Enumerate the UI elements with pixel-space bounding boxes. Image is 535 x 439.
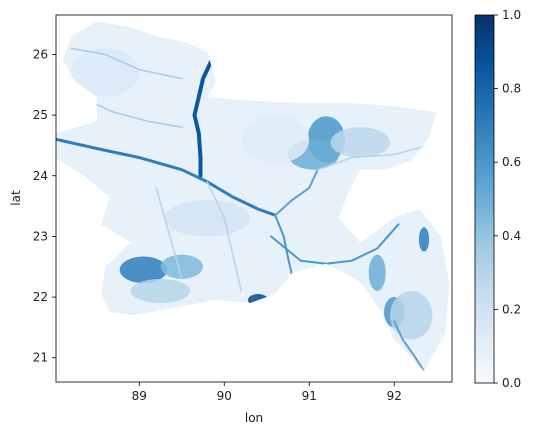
river-channel [270,223,400,265]
colorbar-gradient [475,15,494,383]
heatmap-hotspot [71,48,140,97]
x-tick-label: 92 [387,389,402,403]
river-channel [274,214,294,277]
heatmap-layer [56,21,450,372]
y-tick-label: 22 [33,290,48,304]
river-channel [206,181,243,292]
heatmap-hotspot [164,200,250,237]
colorbar-tick-label: 1.0 [502,8,521,22]
colorbar-tick-label: 0.6 [502,155,521,169]
colorbar-frame [474,14,495,384]
river-channel [192,58,214,178]
x-axis: 89 90 91 92 [132,382,402,403]
heatmap-hotspot [130,278,191,304]
x-tick-label: 90 [217,389,232,403]
y-tick-label: 26 [33,47,48,61]
colorbar: 0.0 0.2 0.4 0.6 0.8 1.0 [474,8,521,390]
river-channel [274,168,319,217]
x-axis-label: lon [245,411,263,425]
y-axis: 21 22 23 24 25 26 [33,47,56,365]
y-tick-label: 25 [33,108,48,122]
y-tick-label: 24 [33,169,48,183]
heatmap-hotspot [241,115,310,164]
river-channel [70,47,183,80]
x-tick-label: 89 [132,389,147,403]
x-tick-label: 91 [302,389,317,403]
heatmap-hotspot [330,127,390,158]
river-channel [155,187,183,280]
river-channel [79,96,183,128]
river-channel [316,144,429,171]
heatmap-hotspot [368,254,386,291]
colorbar-tick-label: 0.0 [502,376,521,390]
y-tick-label: 21 [33,351,48,365]
heatmap-hotspot [418,227,430,252]
colorbar-tick-label: 0.4 [502,229,521,243]
heatmap-hotspot [160,254,203,279]
colorbar-tick-label: 0.8 [502,82,521,96]
heatmap-hotspot [390,291,433,340]
plot-frame [55,14,453,383]
y-tick-label: 23 [33,229,48,243]
region-cells [56,21,450,372]
y-axis-label: lat [9,190,23,206]
heatmap-hotspot [119,256,168,284]
river-channel [393,320,425,372]
colorbar-ticks: 0.0 0.2 0.4 0.6 0.8 1.0 [494,8,521,390]
colorbar-tick-label: 0.2 [502,302,521,316]
river-channel [56,137,277,217]
